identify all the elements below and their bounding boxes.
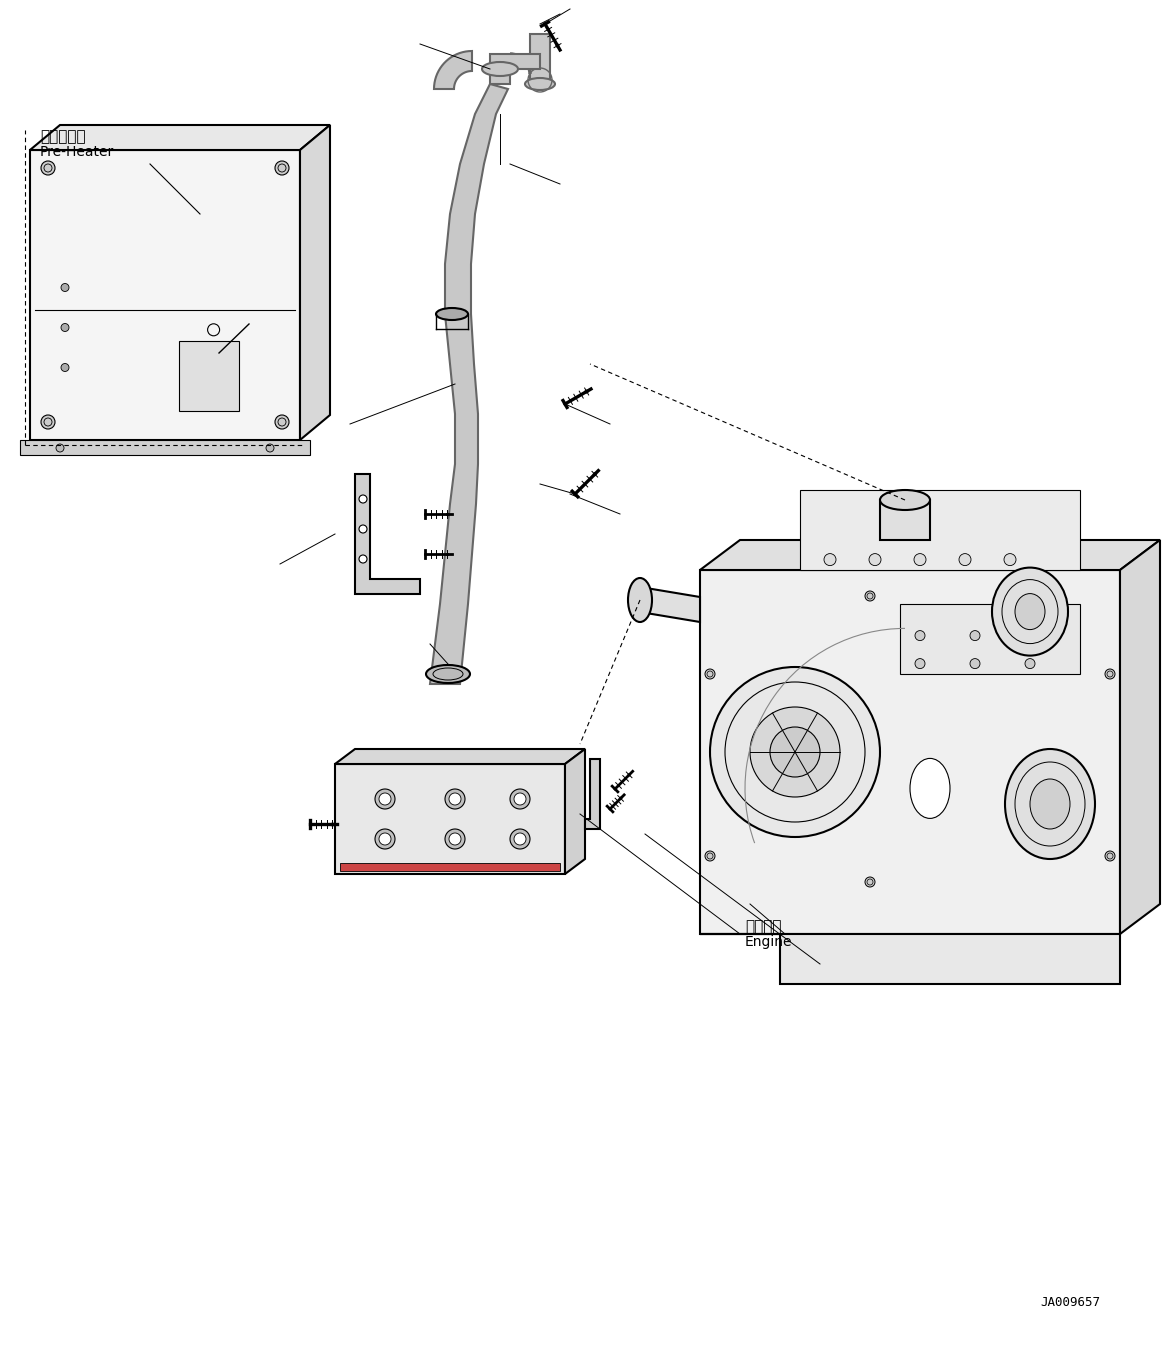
Polygon shape bbox=[491, 64, 510, 85]
Circle shape bbox=[915, 630, 925, 641]
Circle shape bbox=[359, 525, 367, 533]
Polygon shape bbox=[355, 475, 420, 593]
Bar bbox=[901, 604, 1080, 674]
Circle shape bbox=[969, 630, 980, 641]
Circle shape bbox=[1026, 659, 1035, 668]
Circle shape bbox=[375, 829, 395, 848]
Circle shape bbox=[56, 445, 64, 451]
Circle shape bbox=[865, 591, 875, 602]
Circle shape bbox=[449, 792, 461, 805]
Polygon shape bbox=[30, 125, 331, 150]
Circle shape bbox=[274, 415, 288, 430]
Circle shape bbox=[378, 833, 391, 846]
Polygon shape bbox=[700, 540, 1160, 570]
Polygon shape bbox=[585, 758, 600, 829]
Polygon shape bbox=[640, 587, 700, 622]
Ellipse shape bbox=[1015, 593, 1045, 630]
Circle shape bbox=[445, 788, 465, 809]
Circle shape bbox=[61, 323, 69, 331]
Text: Pre-Heater: Pre-Heater bbox=[40, 145, 114, 160]
Circle shape bbox=[915, 554, 926, 566]
Ellipse shape bbox=[910, 758, 950, 818]
Circle shape bbox=[449, 833, 461, 846]
Polygon shape bbox=[491, 55, 540, 70]
Text: プレヒータ: プレヒータ bbox=[40, 130, 85, 145]
Bar bbox=[800, 490, 1080, 570]
Bar bbox=[340, 863, 559, 872]
Polygon shape bbox=[30, 150, 300, 441]
Text: Engine: Engine bbox=[745, 934, 793, 949]
Circle shape bbox=[915, 659, 925, 668]
Ellipse shape bbox=[992, 567, 1068, 656]
Circle shape bbox=[375, 788, 395, 809]
Circle shape bbox=[959, 554, 971, 566]
Polygon shape bbox=[700, 570, 1120, 934]
Ellipse shape bbox=[628, 578, 652, 622]
Circle shape bbox=[1105, 851, 1115, 861]
Polygon shape bbox=[335, 764, 565, 874]
Circle shape bbox=[770, 727, 820, 777]
Polygon shape bbox=[880, 501, 930, 540]
Circle shape bbox=[514, 792, 526, 805]
Text: エンジン: エンジン bbox=[745, 919, 781, 934]
Circle shape bbox=[510, 788, 530, 809]
Circle shape bbox=[510, 829, 530, 848]
Circle shape bbox=[969, 659, 980, 668]
Circle shape bbox=[61, 363, 69, 371]
Circle shape bbox=[359, 495, 367, 503]
Circle shape bbox=[710, 667, 880, 837]
Circle shape bbox=[378, 792, 391, 805]
Circle shape bbox=[41, 161, 55, 175]
Circle shape bbox=[869, 554, 881, 566]
Polygon shape bbox=[434, 50, 472, 89]
Ellipse shape bbox=[1030, 779, 1070, 829]
Polygon shape bbox=[430, 85, 508, 683]
Circle shape bbox=[266, 445, 274, 451]
Polygon shape bbox=[530, 34, 550, 85]
Text: JA009657: JA009657 bbox=[1040, 1296, 1100, 1309]
Bar bbox=[179, 341, 238, 411]
Circle shape bbox=[705, 851, 715, 861]
Circle shape bbox=[61, 284, 69, 292]
Bar bbox=[20, 441, 310, 456]
Circle shape bbox=[865, 877, 875, 887]
Polygon shape bbox=[335, 749, 585, 764]
Circle shape bbox=[750, 707, 840, 797]
Circle shape bbox=[705, 668, 715, 679]
Polygon shape bbox=[300, 125, 331, 441]
Ellipse shape bbox=[482, 61, 517, 76]
Circle shape bbox=[359, 555, 367, 563]
Circle shape bbox=[41, 415, 55, 430]
Ellipse shape bbox=[1004, 749, 1096, 859]
Circle shape bbox=[1105, 668, 1115, 679]
Circle shape bbox=[1004, 554, 1016, 566]
Ellipse shape bbox=[524, 78, 555, 90]
Ellipse shape bbox=[880, 490, 930, 510]
Polygon shape bbox=[700, 934, 1120, 983]
Circle shape bbox=[274, 161, 288, 175]
Ellipse shape bbox=[436, 308, 468, 321]
Circle shape bbox=[823, 554, 836, 566]
Circle shape bbox=[1026, 630, 1035, 641]
Circle shape bbox=[514, 833, 526, 846]
Polygon shape bbox=[565, 749, 585, 874]
Ellipse shape bbox=[426, 666, 470, 683]
Polygon shape bbox=[1120, 540, 1160, 934]
Circle shape bbox=[445, 829, 465, 848]
